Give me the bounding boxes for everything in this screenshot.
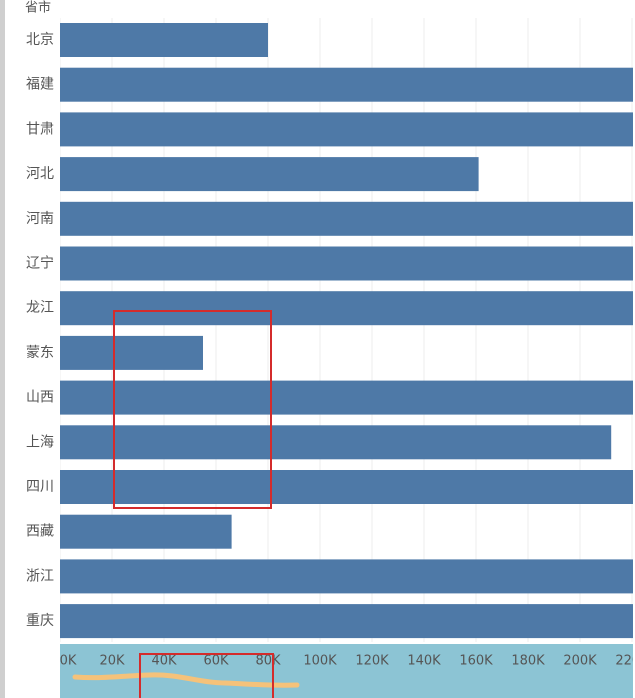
category-label: 重庆 xyxy=(26,613,54,629)
category-label: 上海 xyxy=(26,434,54,450)
x-tick-label: 140K xyxy=(407,654,441,669)
bar xyxy=(60,246,633,281)
category-label: 甘肃 xyxy=(26,121,54,137)
x-tick-label: 20K xyxy=(99,654,125,669)
x-tick-label: 180K xyxy=(511,654,545,669)
axis-band[interactable] xyxy=(60,644,633,698)
x-tick-label: 0K xyxy=(60,654,77,669)
category-label: 四川 xyxy=(26,479,54,495)
range-line xyxy=(72,672,300,688)
bar xyxy=(60,380,633,415)
category-label: 辽宁 xyxy=(26,255,54,272)
bar xyxy=(60,604,633,639)
x-tick-label: 100K xyxy=(303,654,337,669)
category-label: 蒙东 xyxy=(26,345,54,361)
x-tick-label: 40K xyxy=(151,654,177,669)
bar xyxy=(60,559,633,594)
bar xyxy=(60,67,633,102)
axis-title: 省市 xyxy=(25,0,51,16)
bar xyxy=(60,291,633,326)
category-label: 浙江 xyxy=(26,568,54,584)
bar xyxy=(60,514,232,549)
x-tick-label: 80K xyxy=(255,654,281,669)
category-label: 西藏 xyxy=(26,524,54,540)
x-tick-label: 220K xyxy=(615,654,635,669)
bar xyxy=(60,112,633,147)
bar xyxy=(60,23,268,57)
highlight-box xyxy=(139,653,274,698)
highlight-box xyxy=(113,310,272,509)
x-tick-label: 120K xyxy=(355,654,389,669)
category-label: 河北 xyxy=(26,166,54,182)
category-label: 福建 xyxy=(26,77,54,93)
x-tick-label: 200K xyxy=(563,654,597,669)
left-strip xyxy=(0,0,5,698)
bar xyxy=(60,157,479,192)
category-label: 山西 xyxy=(26,390,54,406)
x-tick-label: 60K xyxy=(203,654,229,669)
bar xyxy=(60,470,633,504)
category-label: 河南 xyxy=(26,211,54,227)
bar xyxy=(60,425,612,460)
x-tick-label: 160K xyxy=(459,654,493,669)
bar xyxy=(60,201,633,236)
category-label: 龙江 xyxy=(26,300,54,316)
bar xyxy=(60,335,203,370)
category-label: 北京 xyxy=(26,32,54,48)
